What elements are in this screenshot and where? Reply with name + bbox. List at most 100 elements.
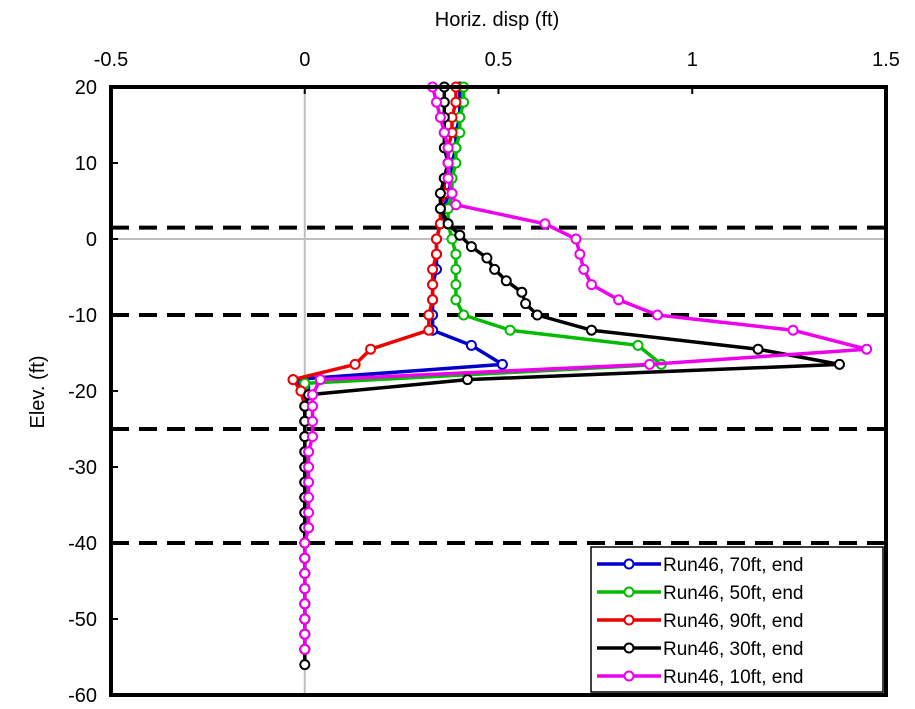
series-4-point-35	[299, 613, 311, 625]
series-4-point-32	[299, 567, 311, 579]
series-4-point-13	[586, 279, 597, 291]
legend-swatch-marker	[623, 614, 635, 626]
series-4-point-16	[787, 324, 799, 336]
y-tick-label: -60	[68, 685, 97, 707]
series-0	[287, 81, 508, 655]
series-1-point-16	[504, 324, 516, 336]
x-tick-label: 0	[299, 49, 310, 71]
series-3-point-11	[465, 241, 477, 253]
series-4-point-36	[299, 628, 311, 640]
x-tick-label: 1	[687, 49, 698, 71]
series-4-point-33	[299, 583, 311, 595]
series-3-point-9	[442, 218, 454, 230]
series-4-point-23	[307, 431, 318, 443]
series-4-point-26	[303, 476, 315, 488]
series-4-point-3	[438, 127, 450, 139]
x-tick-labels: -0.5 0 0.5 1 1.5	[94, 49, 900, 94]
series-2-point-10	[431, 233, 442, 245]
series-2-point-11	[431, 248, 442, 260]
series-2-point-18	[349, 358, 361, 370]
y-axis-title: Elev. (ft)	[27, 356, 49, 429]
series-3-point-19	[752, 343, 764, 355]
series-2-point-13	[427, 279, 439, 291]
series-3-point-18	[586, 324, 597, 336]
reference-lines	[111, 225, 886, 545]
y-tick-label: -50	[68, 609, 97, 631]
y-tick-label: 0	[86, 229, 97, 251]
x-axis-title: Horiz. disp (ft)	[435, 9, 559, 31]
legend-swatch-marker	[623, 558, 635, 570]
series-3-point-15	[516, 286, 528, 298]
x-tick-label: 1.5	[872, 49, 900, 71]
series-1-point-14	[450, 294, 462, 306]
series-4-point-20	[307, 389, 318, 401]
series-4-point-25	[303, 461, 315, 473]
series-3-point-16	[520, 298, 532, 310]
legend: Run46, 70ft, end Run46, 50ft, end Run46, 9…	[590, 546, 884, 693]
series-2-point-1	[450, 96, 462, 108]
series-3-point-7	[434, 187, 446, 199]
y-tick-label: -30	[68, 457, 97, 479]
y-tick-label: 10	[75, 153, 97, 175]
y-tick-label: 20	[75, 77, 97, 99]
series-1-point-11	[450, 248, 462, 260]
series-0-point-18	[496, 358, 508, 370]
series-4-point-15	[651, 309, 663, 321]
legend-swatch-marker	[623, 670, 635, 682]
series-3-point-14	[500, 275, 512, 287]
series-4-point-11	[574, 248, 586, 260]
series-4-point-30	[299, 537, 311, 549]
series-layer	[287, 81, 873, 671]
series-2-point-17	[365, 343, 377, 355]
series-4-point-10	[570, 233, 582, 245]
series-2-point-19	[287, 374, 299, 386]
y-tick-label: -40	[68, 533, 97, 555]
legend-swatch-marker	[623, 586, 635, 598]
series-4-point-24	[303, 446, 315, 458]
x-tick-label: 0.5	[485, 49, 513, 71]
series-1-point-17	[632, 339, 644, 351]
series-4-point-8	[450, 199, 462, 211]
legend-label: Run46, 10ft, end	[663, 667, 804, 688]
series-2-point-15	[423, 309, 435, 321]
series-4-point-28	[303, 507, 315, 519]
series-3-point-8	[434, 203, 446, 215]
series-4-point-27	[303, 491, 315, 503]
series-3-point-40	[299, 659, 311, 671]
series-2-point-12	[427, 263, 439, 275]
legend-label: Run46, 70ft, end	[663, 555, 804, 576]
series-3-point-13	[489, 263, 501, 275]
series-2-point-16	[423, 324, 435, 336]
series-4-point-29	[303, 522, 315, 534]
series-0-point-17	[465, 339, 477, 351]
y-tick-label: -20	[68, 381, 97, 403]
series-4-point-14	[613, 294, 625, 306]
y-tick-label: -10	[68, 305, 97, 327]
series-3-point-12	[481, 252, 493, 264]
x-tick-label: -0.5	[94, 49, 128, 71]
series-4-point-34	[299, 598, 311, 610]
series-4-point-7	[446, 187, 458, 199]
series-4-point-2	[434, 111, 446, 123]
series-4-point-21	[307, 400, 318, 412]
series-3-point-21	[462, 374, 473, 386]
series-4-point-4	[442, 142, 454, 154]
legend-label: Run46, 90ft, end	[663, 611, 804, 632]
legend-label: Run46, 50ft, end	[663, 583, 804, 604]
series-4-point-9	[539, 218, 551, 230]
series-2-point-14	[427, 294, 439, 306]
series-4	[299, 81, 873, 655]
legend-swatch-marker	[623, 642, 635, 654]
series-4-point-19	[314, 374, 326, 386]
series-4-point-22	[307, 415, 318, 427]
series-1-point-12	[450, 263, 462, 275]
y-tick-labels: 20 10 0 -10 -20 -30 -40 -50 -60	[68, 77, 118, 707]
series-1-point-15	[458, 309, 470, 321]
series-1-point-13	[450, 279, 462, 291]
series-4-point-1	[431, 96, 442, 108]
legend-label: Run46, 30ft, end	[663, 639, 804, 660]
series-3-point-17	[531, 309, 543, 321]
series-4-point-18	[644, 358, 656, 370]
series-4-point-31	[299, 552, 311, 564]
